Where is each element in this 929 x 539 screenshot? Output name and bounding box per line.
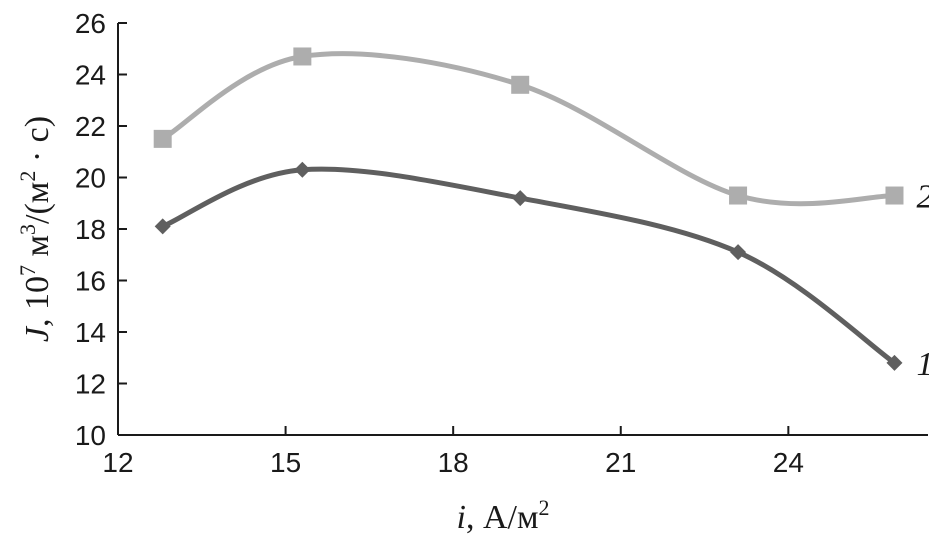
x-tick-label: 15 [270,447,301,478]
series-2-label: 2 [916,179,929,216]
x-axis-title: i, А/м2 [457,495,550,536]
x-tick-label: 18 [438,447,469,478]
series-2-point [729,186,748,205]
x-axis-title-unit: , А/м [466,499,539,536]
x-axis-title-var: i [457,499,466,536]
y-tick-label: 20 [75,163,106,194]
labels-layer: 101214161820222426121518212412 [75,8,929,478]
x-tick-label: 12 [102,447,133,478]
y-tick-label: 22 [75,111,106,142]
series-2-point [293,47,312,66]
y-axis-title-p3: /(м [19,182,56,224]
series-layer [153,47,904,371]
series-1-label: 1 [916,346,929,383]
y-axis-title-s1: 7 [15,265,40,276]
series-1-point [730,244,747,261]
y-axis-title-var: J [19,325,56,342]
y-tick-label: 14 [75,317,106,348]
x-tick-label: 24 [773,447,804,478]
y-tick-label: 18 [75,214,106,245]
y-axis-title-s2: 3 [15,224,40,235]
ticks-layer [117,22,790,436]
y-tick-label: 26 [75,8,106,39]
y-axis-title-p1: , 10 [19,276,56,327]
y-tick-label: 16 [75,266,106,297]
series-2-point [885,186,904,205]
series-2-point [511,75,530,94]
series-2-point [153,129,172,148]
x-tick-label: 21 [605,447,636,478]
y-tick-label: 12 [75,369,106,400]
y-tick-label: 10 [75,420,106,451]
y-axis-title-p4: · с) [19,116,56,171]
y-tick-label: 24 [75,60,106,91]
series-1-line [160,166,897,366]
series-1-point [512,190,529,207]
y-axis-title-s3: 2 [15,171,40,182]
series-1-point [886,354,903,371]
x-axis-title-sup: 2 [538,495,549,520]
y-axis-title: J, 107 м3/(м2 · с) [15,116,56,342]
series-1-point [294,161,311,178]
y-axis-title-p2: м [19,235,56,265]
series-1-point [154,218,171,235]
